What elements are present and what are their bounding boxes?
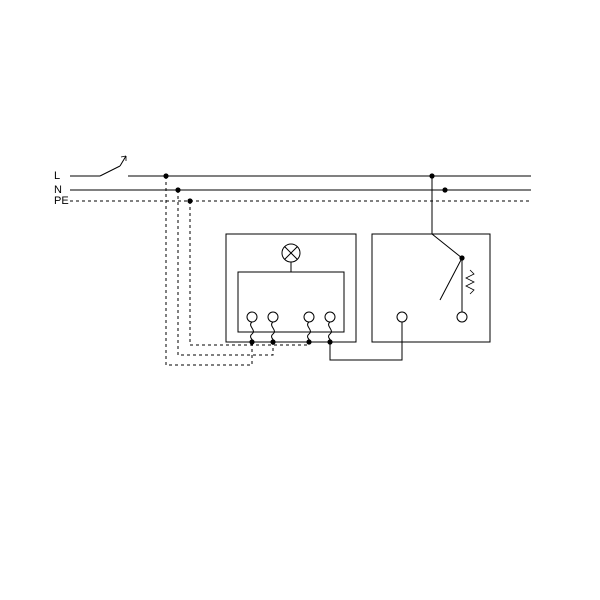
fuse-lever bbox=[100, 166, 120, 176]
switch-spring bbox=[466, 270, 474, 294]
lum-term-3 bbox=[304, 312, 314, 322]
luminaire-inner bbox=[238, 272, 344, 332]
switch-lever bbox=[440, 258, 462, 300]
wire-PE-to-T3 bbox=[190, 201, 309, 345]
lum-term-4 bbox=[325, 312, 335, 322]
label-L: L bbox=[54, 170, 60, 182]
label-PE: PE bbox=[54, 195, 69, 207]
switch-term-in bbox=[397, 312, 407, 322]
wire-T4-to-switch bbox=[330, 322, 402, 360]
fuse-arrow-stem bbox=[120, 156, 126, 166]
wire-L-to-T1 bbox=[166, 176, 252, 365]
switch-box bbox=[372, 234, 490, 342]
switch-term-out bbox=[457, 312, 467, 322]
N-tap-right bbox=[442, 187, 447, 192]
wire-Lr-to-pivot bbox=[432, 234, 462, 258]
lum-term-1 bbox=[247, 312, 257, 322]
lum-term-2 bbox=[268, 312, 278, 322]
wiring-diagram: LNPE bbox=[0, 0, 600, 600]
